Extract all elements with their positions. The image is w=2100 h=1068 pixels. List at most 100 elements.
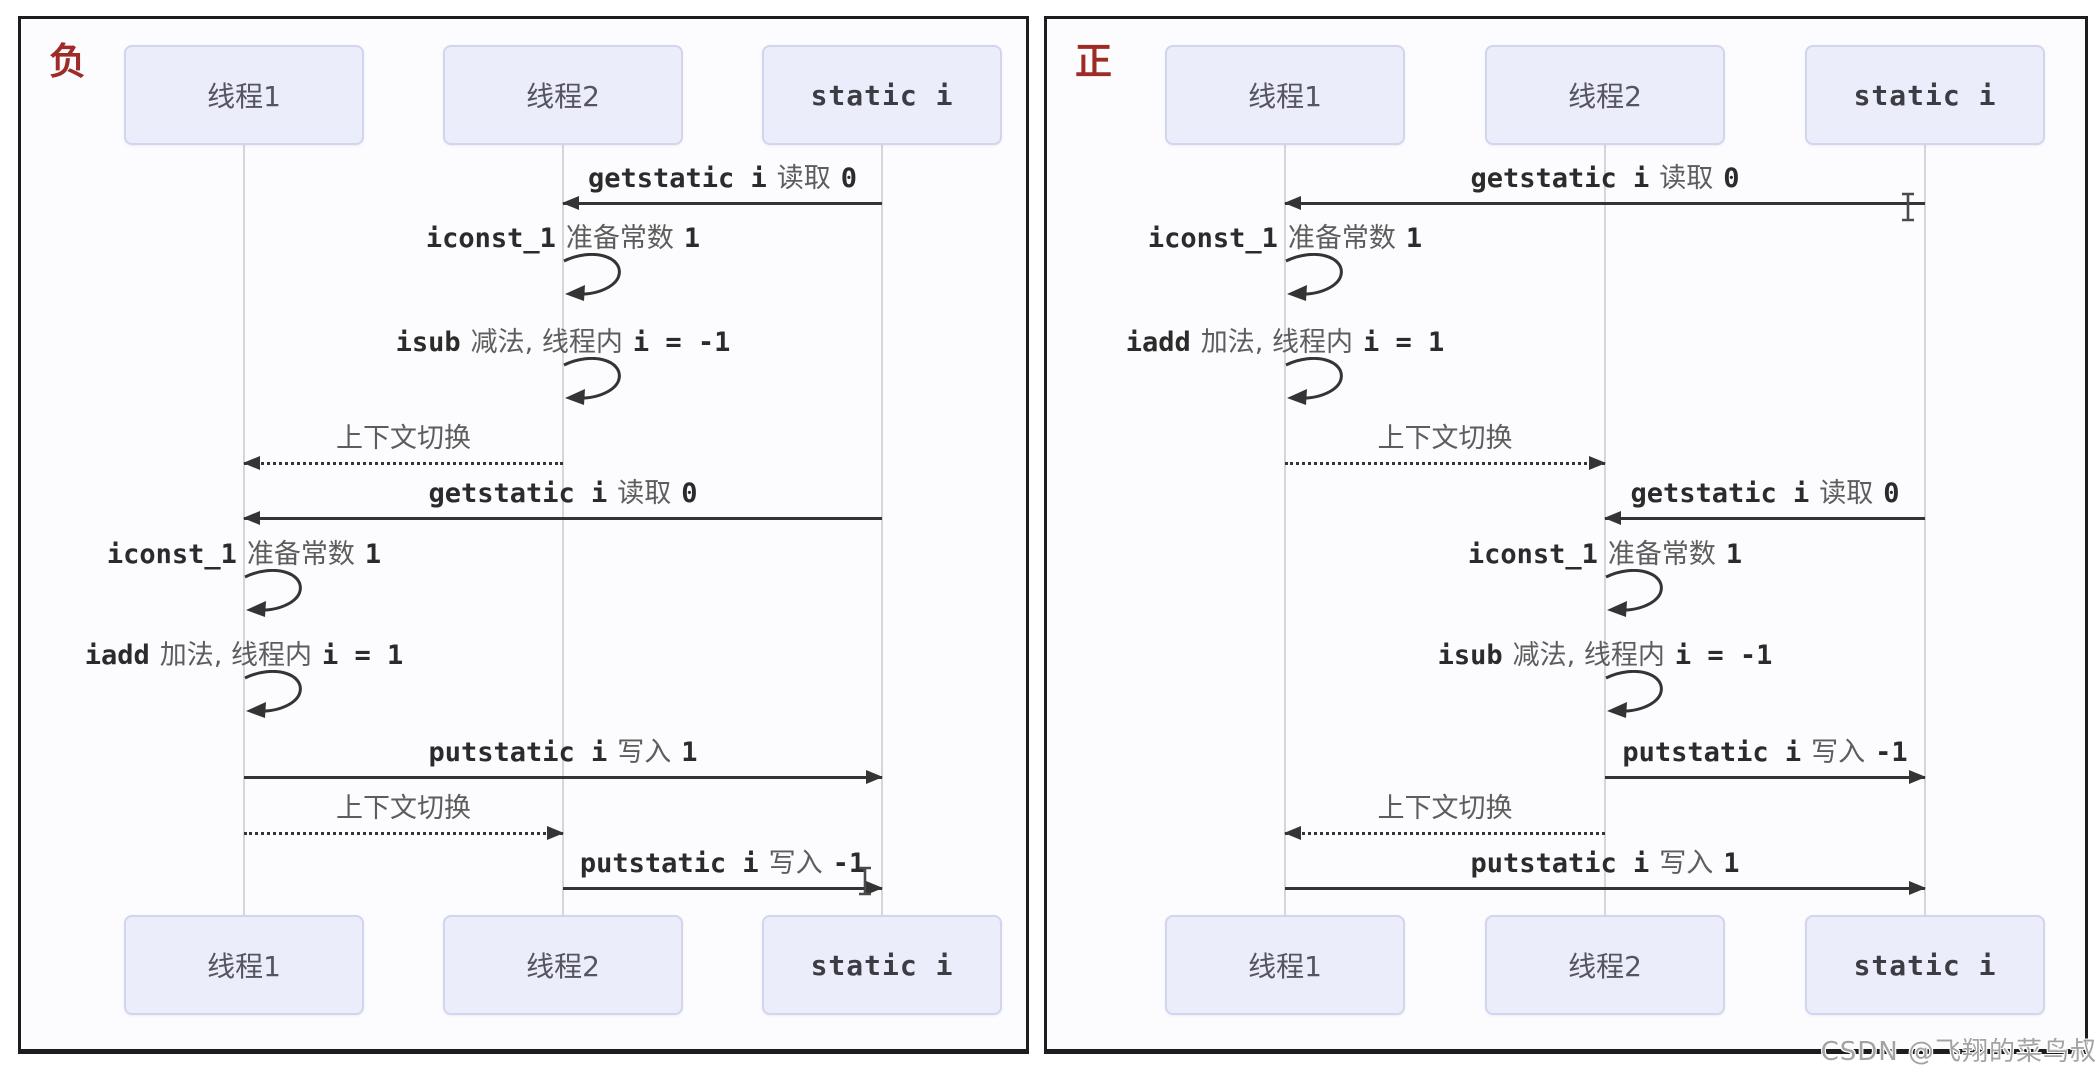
message-arrowhead (547, 826, 564, 840)
message-label-segment: 上下文切换 (1377, 793, 1513, 824)
message-label-segment: getstatic i (587, 163, 767, 194)
message-label-segment: i = 1 (321, 640, 404, 671)
message-label-segment: 减法, 线程内 (1512, 640, 1665, 671)
self-call-arrow (240, 669, 312, 722)
message-label-segment: 准备常数 (1607, 539, 1716, 570)
message-arrowhead (1604, 511, 1621, 525)
message-label: 上下文切换 (244, 421, 563, 457)
message-label: getstatic i 读取 0 (1285, 161, 1925, 197)
message-arrowhead (1284, 826, 1301, 840)
message-arrow-line (563, 202, 882, 205)
message-label-segment: 0 (840, 163, 858, 194)
participant-label: static i (1853, 948, 1997, 982)
message-label-segment: putstatic i (1470, 848, 1650, 879)
message-label-segment: 加法, 线程内 (1200, 327, 1353, 358)
message-label-segment: 写入 (1659, 848, 1714, 879)
message-arrowhead (1909, 881, 1926, 895)
message-label-segment: iconst_1 (1467, 539, 1598, 570)
self-call-arrow (1281, 356, 1353, 409)
message-label: iadd 加法, 线程内 i = 1 (0, 638, 564, 674)
message-label-segment: 0 (1883, 478, 1900, 509)
message-label-segment: iadd (1125, 327, 1191, 358)
self-call-arrow (559, 252, 631, 305)
message-arrow-line (244, 776, 882, 779)
participant-label: 线程1 (207, 80, 281, 113)
participant-label: static i (810, 948, 954, 982)
participant-box-bottom-3: static i (1805, 915, 2045, 1015)
message-label-segment: 1 (681, 737, 698, 768)
message-label: iconst_1 准备常数 1 (965, 221, 1605, 257)
message-arrow-line (1285, 832, 1605, 835)
participant-box-top-2: 线程2 (1485, 45, 1725, 145)
ibeam-cursor-icon (859, 866, 871, 896)
message-arrow-line (244, 517, 882, 520)
message-arrow-line (1285, 202, 1925, 205)
message-arrowhead (243, 456, 260, 470)
message-label-segment: 1 (364, 539, 382, 570)
self-call-arrow (1281, 252, 1353, 305)
message-label-segment: putstatic i (579, 848, 759, 879)
message-label-segment: 写入 (768, 848, 823, 879)
participant-box-bottom-2: 线程2 (443, 915, 683, 1015)
lifeline-participant-3 (1924, 145, 1926, 915)
message-arrowhead (1589, 456, 1606, 470)
csdn-watermark: CSDN @飞翔的菜鸟叔 (1820, 1037, 2097, 1067)
participant-box-top-3: static i (762, 45, 1002, 145)
message-arrowhead (562, 196, 579, 210)
lifeline-participant-3 (881, 145, 883, 915)
message-label-segment: 上下文切换 (336, 793, 471, 824)
message-label-segment: 上下文切换 (336, 423, 471, 454)
message-arrow-line (1285, 887, 1925, 890)
lifeline-participant-2 (562, 145, 564, 915)
lifeline-participant-1 (1284, 145, 1286, 915)
message-label-segment: 加法, 线程内 (159, 640, 312, 671)
participant-box-bottom-3: static i (762, 915, 1002, 1015)
participant-label: 线程1 (1248, 950, 1322, 983)
message-label-segment: 写入 (617, 737, 672, 768)
message-label-segment: iconst_1 (106, 539, 237, 570)
message-label-segment: 准备常数 (246, 539, 355, 570)
message-label: getstatic i 读取 0 (244, 476, 882, 512)
message-label-segment: iadd (84, 640, 150, 671)
message-label-segment: i = -1 (1674, 640, 1773, 671)
message-label: putstatic i 写入 -1 (563, 846, 882, 882)
participant-label: 线程2 (1568, 80, 1642, 113)
message-label-segment: 读取 (617, 478, 672, 509)
message-label: getstatic i 读取 0 (1605, 476, 1925, 512)
participant-label: static i (810, 78, 954, 112)
participant-label: 线程2 (526, 80, 600, 113)
message-label: isub 减法, 线程内 i = -1 (243, 325, 883, 361)
panel-tag-label: 负 (49, 40, 86, 83)
message-label-segment: getstatic i (1470, 163, 1650, 194)
message-arrow-line (1285, 462, 1605, 465)
message-label-segment: i = 1 (1362, 327, 1445, 358)
message-label: iadd 加法, 线程内 i = 1 (965, 325, 1605, 361)
message-label-segment: 读取 (1819, 478, 1874, 509)
message-arrowhead (866, 881, 883, 895)
message-label: putstatic i 写入 -1 (1605, 735, 1925, 771)
message-arrow-line (1605, 517, 1925, 520)
panel-negative: 负线程1 线程2 static i 线程1 线程2 static i getstatic i… (18, 16, 1029, 1054)
participant-label: 线程2 (1568, 950, 1642, 983)
message-label-segment: isub (1437, 640, 1503, 671)
message-arrow-line (244, 462, 563, 465)
message-arrowhead (1284, 196, 1301, 210)
message-label-segment: 1 (1723, 848, 1740, 879)
participant-box-bottom-1: 线程1 (1165, 915, 1405, 1015)
self-call-arrow (240, 568, 312, 621)
message-label-segment: 1 (1405, 223, 1423, 254)
message-arrowhead (243, 511, 260, 525)
message-label-segment: iconst_1 (1147, 223, 1278, 254)
self-call-arrow (1601, 568, 1673, 621)
message-arrow-line (563, 887, 882, 890)
message-label: putstatic i 写入 1 (1285, 846, 1925, 882)
message-arrowhead (866, 770, 883, 784)
ibeam-cursor-icon (1902, 192, 1914, 222)
message-label: getstatic i 读取 0 (563, 161, 882, 197)
participant-label: 线程2 (526, 950, 600, 983)
message-label-segment: isub (395, 327, 461, 358)
self-call-arrow (1601, 669, 1673, 722)
message-label: 上下文切换 (244, 791, 563, 827)
message-arrow-line (1605, 776, 1925, 779)
message-arrow-line (244, 832, 563, 835)
